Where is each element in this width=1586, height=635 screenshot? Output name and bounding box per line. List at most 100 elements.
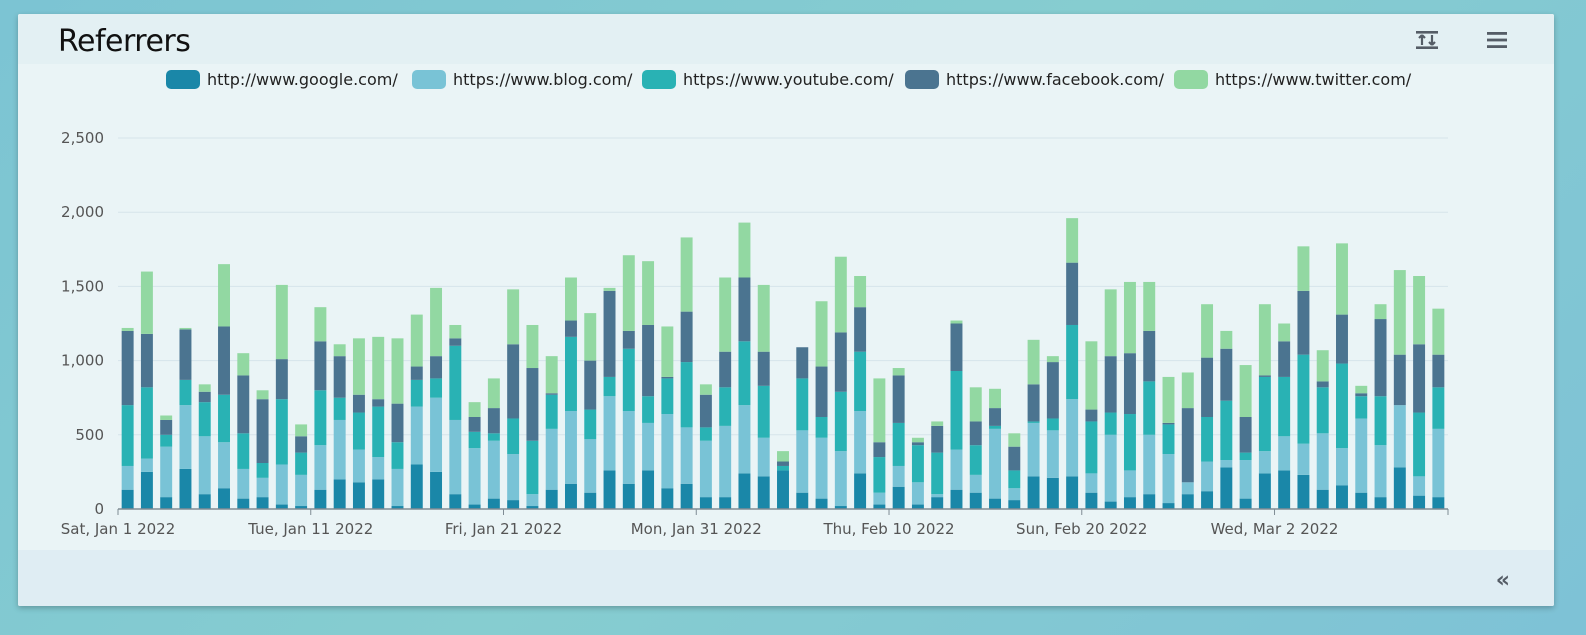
bar-segment xyxy=(642,396,655,423)
legend-item[interactable]: https://www.blog.com/ xyxy=(412,70,633,89)
bar-segment xyxy=(796,430,809,493)
bar-segment xyxy=(121,327,134,331)
bar-segment xyxy=(699,440,712,498)
bar-segment xyxy=(622,411,635,484)
bar-segment xyxy=(507,418,520,455)
bar-segment xyxy=(1181,494,1194,509)
bar-segment xyxy=(295,452,308,475)
bar-segment xyxy=(179,379,192,406)
bar-segment xyxy=(815,366,828,417)
bar-segment xyxy=(642,470,655,509)
bar-segment xyxy=(680,311,693,363)
bar-segment xyxy=(1413,476,1426,496)
bar-segment xyxy=(719,387,732,426)
bar-segment xyxy=(430,378,443,398)
legend-item[interactable]: http://www.google.com/ xyxy=(166,70,398,89)
bar-segment xyxy=(892,375,905,423)
bar-segment xyxy=(834,391,847,452)
bar-segment xyxy=(1355,492,1368,509)
bar-segment xyxy=(1123,470,1136,498)
bar-segment xyxy=(198,384,211,392)
bar-segment xyxy=(507,289,520,345)
bar-segment xyxy=(410,464,423,509)
bar-segment xyxy=(198,391,211,403)
bar-segment xyxy=(1278,323,1291,342)
double-chevron-left-icon[interactable]: « xyxy=(1495,568,1510,593)
bar-segment xyxy=(1027,339,1040,385)
bar-segment xyxy=(1278,470,1291,509)
hamburger-menu-icon[interactable] xyxy=(1484,28,1510,52)
legend-item[interactable]: https://www.facebook.com/ xyxy=(905,70,1165,89)
bar-segment xyxy=(1104,356,1117,413)
bar-segment xyxy=(1046,477,1059,509)
bar-segment xyxy=(815,301,828,367)
bar-segment xyxy=(352,412,365,450)
bar-segment xyxy=(449,345,462,420)
bar-segment xyxy=(699,394,712,428)
bar-segment xyxy=(757,351,770,386)
bar-segment xyxy=(1046,356,1059,363)
legend-item[interactable]: https://www.twitter.com/ xyxy=(1174,70,1412,89)
bar-segment xyxy=(526,440,539,495)
bar-segment xyxy=(526,324,539,369)
bar-segment xyxy=(1239,416,1252,453)
bar-segment xyxy=(873,457,886,493)
bar-segment xyxy=(352,482,365,509)
bar-segment xyxy=(1123,414,1136,471)
bar-segment xyxy=(931,421,944,426)
bar-segment xyxy=(275,464,288,505)
card-title: Referrers xyxy=(58,24,191,59)
bar-segment xyxy=(449,494,462,509)
y-tick-label: 1,500 xyxy=(61,277,104,295)
bar-segment xyxy=(950,320,963,324)
bar-segment xyxy=(410,406,423,465)
bar-segment xyxy=(198,494,211,509)
y-tick-label: 2,000 xyxy=(61,203,104,221)
bar-segment xyxy=(391,506,404,509)
bar-segment xyxy=(314,390,327,446)
bar-segment xyxy=(1162,424,1175,455)
bar-segment xyxy=(256,462,269,478)
x-tick-label: Sun, Feb 20 2022 xyxy=(1016,520,1147,538)
bar-segment xyxy=(969,387,982,422)
bar-segment xyxy=(719,497,732,509)
bar-segment xyxy=(642,261,655,325)
bar-segment xyxy=(333,397,346,420)
legend-swatch xyxy=(412,70,446,89)
bar-segment xyxy=(1008,446,1021,471)
bar-segment xyxy=(873,492,886,505)
bar-segment xyxy=(1008,488,1021,501)
bar-segment xyxy=(1181,408,1194,483)
bar-segment xyxy=(275,504,288,509)
card-footer: « xyxy=(18,550,1554,606)
bar-segment xyxy=(140,458,153,472)
bar-segment xyxy=(603,290,616,377)
bar-segment xyxy=(1413,276,1426,345)
bar-segment xyxy=(1008,433,1021,447)
bar-segment xyxy=(1336,363,1348,449)
bar-segment xyxy=(545,356,558,394)
bar-segment xyxy=(160,415,173,420)
legend-item[interactable]: https://www.youtube.com/ xyxy=(642,70,894,89)
bar-segment xyxy=(352,338,365,395)
bar-segment xyxy=(777,451,789,462)
bar-segment xyxy=(1258,304,1271,376)
bar-segment xyxy=(796,492,809,509)
bar-segment xyxy=(1355,396,1368,419)
bar-segment xyxy=(1297,354,1310,444)
bar-segment xyxy=(911,504,924,509)
bar-segment xyxy=(179,327,192,330)
bar-segment xyxy=(1220,400,1233,461)
swap-vertical-icon[interactable] xyxy=(1414,28,1440,52)
bar-segment xyxy=(449,338,462,346)
bar-segment xyxy=(969,474,982,493)
bar-segment xyxy=(333,344,346,357)
bar-segment xyxy=(1085,421,1098,474)
bar-segment xyxy=(449,419,462,495)
bar-segment xyxy=(487,440,500,499)
bar-segment xyxy=(699,427,712,441)
x-tick-label: Sat, Jan 1 2022 xyxy=(61,520,176,538)
bar-segment xyxy=(1278,436,1291,471)
bar-segment xyxy=(1123,497,1136,509)
bar-segment xyxy=(1413,344,1426,413)
